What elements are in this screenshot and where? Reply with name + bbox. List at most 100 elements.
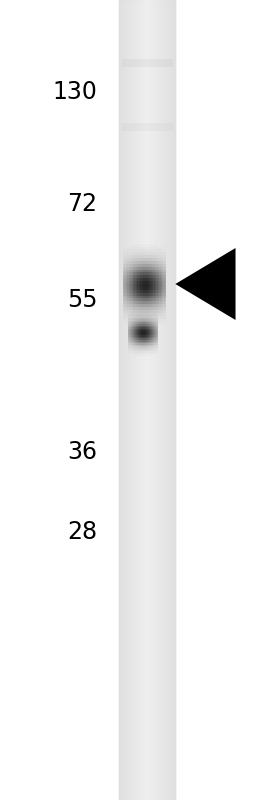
Bar (149, 314, 150, 316)
Bar (173, 0, 174, 800)
Bar (139, 318, 140, 319)
Bar (146, 318, 147, 319)
Bar (145, 327, 146, 329)
Bar (135, 326, 136, 327)
Bar (134, 304, 136, 307)
Bar (139, 322, 140, 324)
Bar (156, 335, 157, 337)
Bar (136, 342, 137, 343)
Bar (158, 290, 159, 293)
Bar (153, 319, 154, 321)
Bar (143, 273, 145, 275)
Bar (155, 270, 156, 273)
Bar (132, 316, 133, 318)
Bar (130, 270, 132, 273)
Bar (139, 338, 140, 340)
Bar (144, 326, 145, 327)
Bar (146, 346, 147, 348)
Bar (129, 258, 130, 261)
Bar (143, 311, 144, 313)
Bar (127, 264, 129, 266)
Bar (123, 310, 124, 313)
Bar (151, 281, 152, 284)
Bar (156, 244, 158, 246)
Bar (139, 284, 140, 287)
Bar (157, 330, 158, 332)
Bar (129, 319, 130, 321)
Bar (141, 321, 142, 322)
Bar (135, 319, 136, 321)
Bar (140, 264, 142, 266)
Bar (148, 316, 149, 318)
Bar (154, 314, 155, 316)
Bar (126, 246, 127, 250)
Bar (169, 0, 170, 800)
Bar (141, 310, 142, 311)
Bar (132, 284, 133, 287)
Bar (124, 266, 126, 270)
Bar (130, 353, 131, 354)
Bar (158, 258, 159, 261)
Bar (142, 307, 143, 310)
Bar (148, 340, 149, 342)
Bar (137, 351, 138, 353)
Bar (145, 311, 146, 313)
Bar (129, 334, 130, 335)
Bar (137, 287, 139, 290)
Bar (133, 310, 134, 313)
Bar (155, 335, 156, 337)
Bar (155, 304, 156, 307)
Bar (143, 275, 145, 278)
Bar (129, 293, 130, 295)
Bar (156, 278, 158, 281)
Bar (134, 261, 136, 264)
Bar (152, 287, 153, 290)
Bar (136, 0, 137, 800)
Bar (144, 332, 145, 334)
Bar (143, 314, 144, 316)
Bar (151, 342, 152, 343)
Bar (156, 293, 158, 295)
Bar (136, 307, 137, 310)
Bar (146, 281, 147, 284)
Bar (149, 273, 151, 275)
Bar (155, 281, 156, 284)
Bar (143, 348, 144, 350)
Bar (153, 302, 155, 304)
Bar (142, 346, 143, 348)
Bar (128, 330, 129, 332)
Bar (135, 311, 136, 313)
Bar (128, 337, 129, 338)
Bar (161, 246, 162, 250)
Bar (124, 284, 126, 287)
Bar (135, 329, 136, 330)
Bar (133, 244, 134, 246)
Bar (129, 343, 130, 345)
Bar (162, 287, 164, 290)
Bar (129, 348, 130, 350)
Bar (144, 313, 145, 314)
Bar (123, 266, 124, 270)
Bar (145, 322, 146, 324)
Bar (147, 324, 148, 326)
Bar (151, 264, 152, 266)
Bar (151, 284, 152, 287)
Bar (137, 318, 138, 319)
Bar (149, 307, 151, 310)
Bar (132, 351, 133, 353)
Bar (149, 324, 150, 326)
Bar (138, 343, 139, 345)
Text: 36: 36 (67, 440, 97, 464)
Bar (128, 318, 129, 319)
Bar (136, 311, 137, 313)
Bar (137, 304, 139, 307)
Bar (157, 337, 158, 338)
Bar (134, 332, 135, 334)
Bar (153, 273, 155, 275)
Bar (134, 335, 135, 337)
Bar (148, 351, 149, 353)
Bar (150, 327, 151, 329)
Bar (153, 270, 155, 273)
Bar (132, 244, 133, 246)
Bar (155, 343, 156, 345)
